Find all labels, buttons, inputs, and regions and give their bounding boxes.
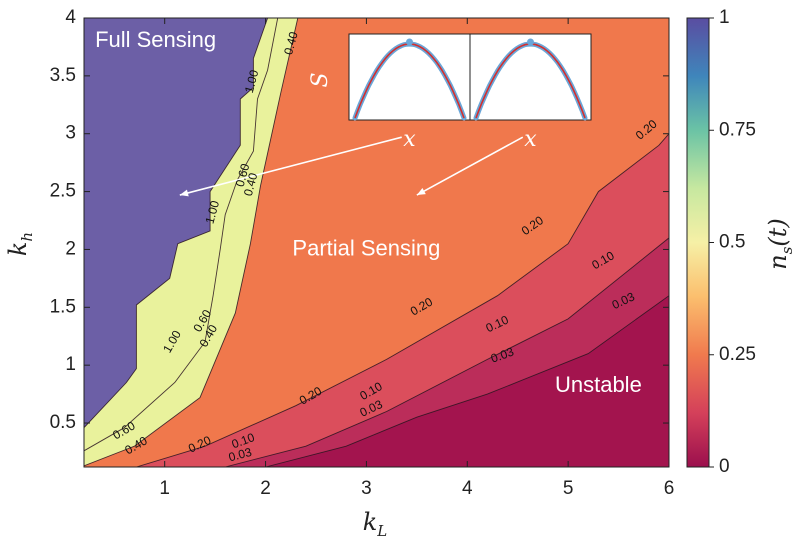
colorbar-tick-label: 1 bbox=[719, 7, 730, 28]
colorbar-tick-label: 0.75 bbox=[719, 119, 756, 140]
colorbar-tick-label: 0.25 bbox=[719, 344, 756, 365]
plot-frame bbox=[83, 17, 670, 468]
x-tick-label: 1 bbox=[159, 478, 170, 499]
contour-line-0.20 bbox=[136, 133, 669, 467]
contour-label: 0.03 bbox=[227, 445, 253, 465]
y-tick-label: 4 bbox=[65, 7, 76, 28]
y-tick-label: 0.5 bbox=[50, 412, 76, 433]
inset-arrow-head bbox=[416, 188, 426, 196]
region-full bbox=[84, 18, 268, 428]
inset-panels: x x S bbox=[179, 33, 592, 197]
colorbar-tick-label: 0 bbox=[719, 456, 730, 477]
x-tick-label: 4 bbox=[462, 478, 473, 499]
region-annotation: Full Sensing bbox=[95, 27, 216, 52]
y-tick-label: 3.5 bbox=[50, 65, 76, 86]
contour-line-0.40 bbox=[84, 18, 299, 467]
contour-lines bbox=[84, 18, 669, 467]
colorbar-label: ns(t) bbox=[764, 218, 796, 270]
x-tick-label: 5 bbox=[563, 478, 574, 499]
inset-pointer-arrow bbox=[179, 136, 402, 196]
contour-line-0.10 bbox=[225, 237, 669, 467]
region-annotation: Unstable bbox=[555, 372, 642, 397]
colorbar-ticks: 0 0.25 0.5 0.75 1 bbox=[709, 7, 756, 477]
inset-arrow-head bbox=[179, 189, 189, 197]
contour-label: 0.40 bbox=[241, 171, 261, 197]
y-tick-label: 2 bbox=[65, 238, 76, 259]
colorbar-gradient bbox=[686, 17, 710, 468]
y-tick-label: 1.5 bbox=[50, 296, 76, 317]
region-annotations: Full Sensing Partial Sensing Unstable bbox=[95, 27, 642, 397]
inset-x-label: x bbox=[524, 127, 537, 152]
region-annotation: Partial Sensing bbox=[292, 235, 440, 260]
contour-label: 1.00 bbox=[242, 68, 262, 94]
inset-x-label: x bbox=[403, 127, 416, 152]
contour-label: 1.00 bbox=[203, 199, 223, 225]
contour-label: 0.40 bbox=[281, 30, 301, 56]
contour-line-1.00 bbox=[84, 18, 269, 429]
x-tick-label: 2 bbox=[260, 478, 271, 499]
x-axis-label: kL bbox=[363, 508, 388, 540]
y-tick-label: 2.5 bbox=[50, 181, 76, 202]
y-tick-label: 1 bbox=[65, 354, 76, 375]
y-tick-label: 3 bbox=[65, 123, 76, 144]
y-axis-ticks: 0.5 1 1.5 2 2.5 3 3.5 4 bbox=[50, 7, 669, 433]
contour-label: 0.60 bbox=[233, 162, 253, 188]
x-tick-label: 3 bbox=[361, 478, 372, 499]
inset-y-label: S bbox=[308, 72, 333, 87]
inset-pointer-arrow bbox=[416, 136, 524, 196]
colorbar-tick-label: 0.5 bbox=[719, 232, 745, 253]
inset-peak-point bbox=[406, 38, 413, 46]
contour-line-0.03 bbox=[265, 295, 669, 467]
inset-peak-point bbox=[527, 38, 534, 46]
y-axis-label: kh bbox=[4, 232, 36, 256]
x-axis-ticks: 1 2 3 4 5 6 bbox=[159, 18, 674, 499]
x-tick-label: 6 bbox=[664, 478, 675, 499]
colorbar: 0 0.25 0.5 0.75 1 bbox=[686, 7, 756, 477]
contour-line-0.60 bbox=[84, 18, 279, 452]
